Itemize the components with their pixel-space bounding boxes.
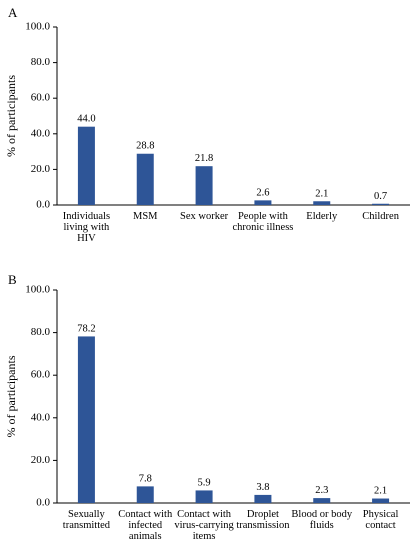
y-tick-label: 40.0	[31, 127, 51, 139]
x-tick-label: Droplet transmission	[236, 509, 290, 531]
x-tick-label: Physical contact	[363, 509, 399, 531]
y-axis-title: % of participants	[4, 355, 18, 437]
bar	[372, 203, 390, 205]
y-tick-label: 80.0	[31, 56, 51, 68]
x-tick-label-line: MSM	[133, 211, 158, 222]
bar	[372, 498, 390, 503]
x-tick-label-line: Blood or body	[291, 509, 352, 520]
x-tick-label-line: fluids	[310, 520, 334, 531]
x-tick-label: Sex worker	[180, 211, 229, 222]
x-tick-label-line: items	[193, 531, 216, 542]
x-tick-label: Blood or body fluids	[291, 509, 352, 531]
panel-label: A	[8, 5, 18, 20]
bar	[136, 486, 154, 503]
x-tick-label-line: Elderly	[306, 211, 338, 222]
x-tick-label: Elderly	[306, 211, 338, 222]
bar	[254, 494, 272, 503]
x-tick-label-line: infected	[128, 520, 163, 531]
y-tick-label: 20.0	[31, 454, 51, 466]
x-tick-label: Individuals living with HIV	[63, 211, 110, 244]
x-tick-label-line: Individuals	[63, 211, 110, 222]
x-tick-label-line: transmission	[236, 520, 290, 531]
x-tick-label-line: animals	[129, 531, 162, 542]
x-tick-label: Children	[362, 211, 399, 222]
y-tick-label: 60.0	[31, 92, 51, 104]
data-label: 2.6	[256, 187, 269, 198]
data-label: 3.8	[256, 482, 269, 493]
chart-panel-b: B 0.0 20.0 40.0 60.0 80.0 100.0 % of participan…	[4, 272, 410, 542]
data-label: 5.9	[198, 477, 211, 488]
x-tick-label: MSM	[133, 211, 158, 222]
data-label: 44.0	[77, 114, 95, 125]
bar	[195, 166, 213, 205]
data-label: 21.8	[195, 153, 213, 164]
y-tick-label: 100.0	[25, 21, 50, 33]
y-tick-label: 60.0	[31, 369, 51, 381]
x-tick-label-line: chronic illness	[232, 222, 293, 233]
data-label: 2.1	[315, 188, 328, 199]
x-tick-label-line: transmitted	[63, 520, 111, 531]
data-label: 7.8	[139, 473, 152, 484]
x-tick-label-line: Sexually	[68, 509, 105, 520]
x-tick-label-line: Sex worker	[180, 211, 229, 222]
x-tick-label: Contact with virus-carrying items	[174, 509, 234, 542]
x-tick-label-line: Children	[362, 211, 399, 222]
x-tick-label: Sexually transmitted	[63, 509, 111, 531]
bar	[136, 153, 154, 205]
x-tick-label-line: contact	[365, 520, 395, 531]
x-tick-label: People with chronic illness	[232, 211, 293, 233]
y-tick-label: 80.0	[31, 326, 51, 338]
bar	[195, 490, 213, 503]
y-tick-label: 100.0	[25, 284, 50, 296]
bar	[77, 336, 95, 503]
data-label: 2.3	[315, 485, 328, 496]
x-tick-label-line: virus-carrying	[174, 520, 234, 531]
chart-panel-a: A 0.0 20.0 40.0 60.0 80.0 100.0 % of participan…	[4, 5, 410, 244]
data-label: 28.8	[136, 141, 154, 152]
x-tick-label-line: Contact with	[177, 509, 232, 520]
x-tick-label-line: living with	[64, 222, 111, 233]
x-tick-label-line: HIV	[77, 233, 96, 244]
bar	[254, 200, 272, 205]
y-tick-label: 0.0	[36, 199, 50, 211]
y-axis-title: % of participants	[4, 75, 18, 157]
y-tick-label: 40.0	[31, 411, 51, 423]
x-tick-label-line: People with	[238, 211, 289, 222]
data-label: 2.1	[374, 486, 387, 497]
data-label: 78.2	[77, 323, 95, 334]
data-label: 0.7	[374, 191, 387, 202]
y-tick-label: 0.0	[36, 497, 50, 509]
panel-label: B	[8, 272, 17, 287]
y-tick-label: 20.0	[31, 163, 51, 175]
x-tick-label-line: Droplet	[247, 509, 279, 520]
x-tick-label-line: Physical	[363, 509, 399, 520]
x-tick-label-line: Contact with	[118, 509, 173, 520]
bar	[77, 126, 95, 205]
x-tick-label: Contact with infected animals	[118, 509, 173, 542]
bar	[313, 201, 331, 205]
bar	[313, 498, 331, 503]
